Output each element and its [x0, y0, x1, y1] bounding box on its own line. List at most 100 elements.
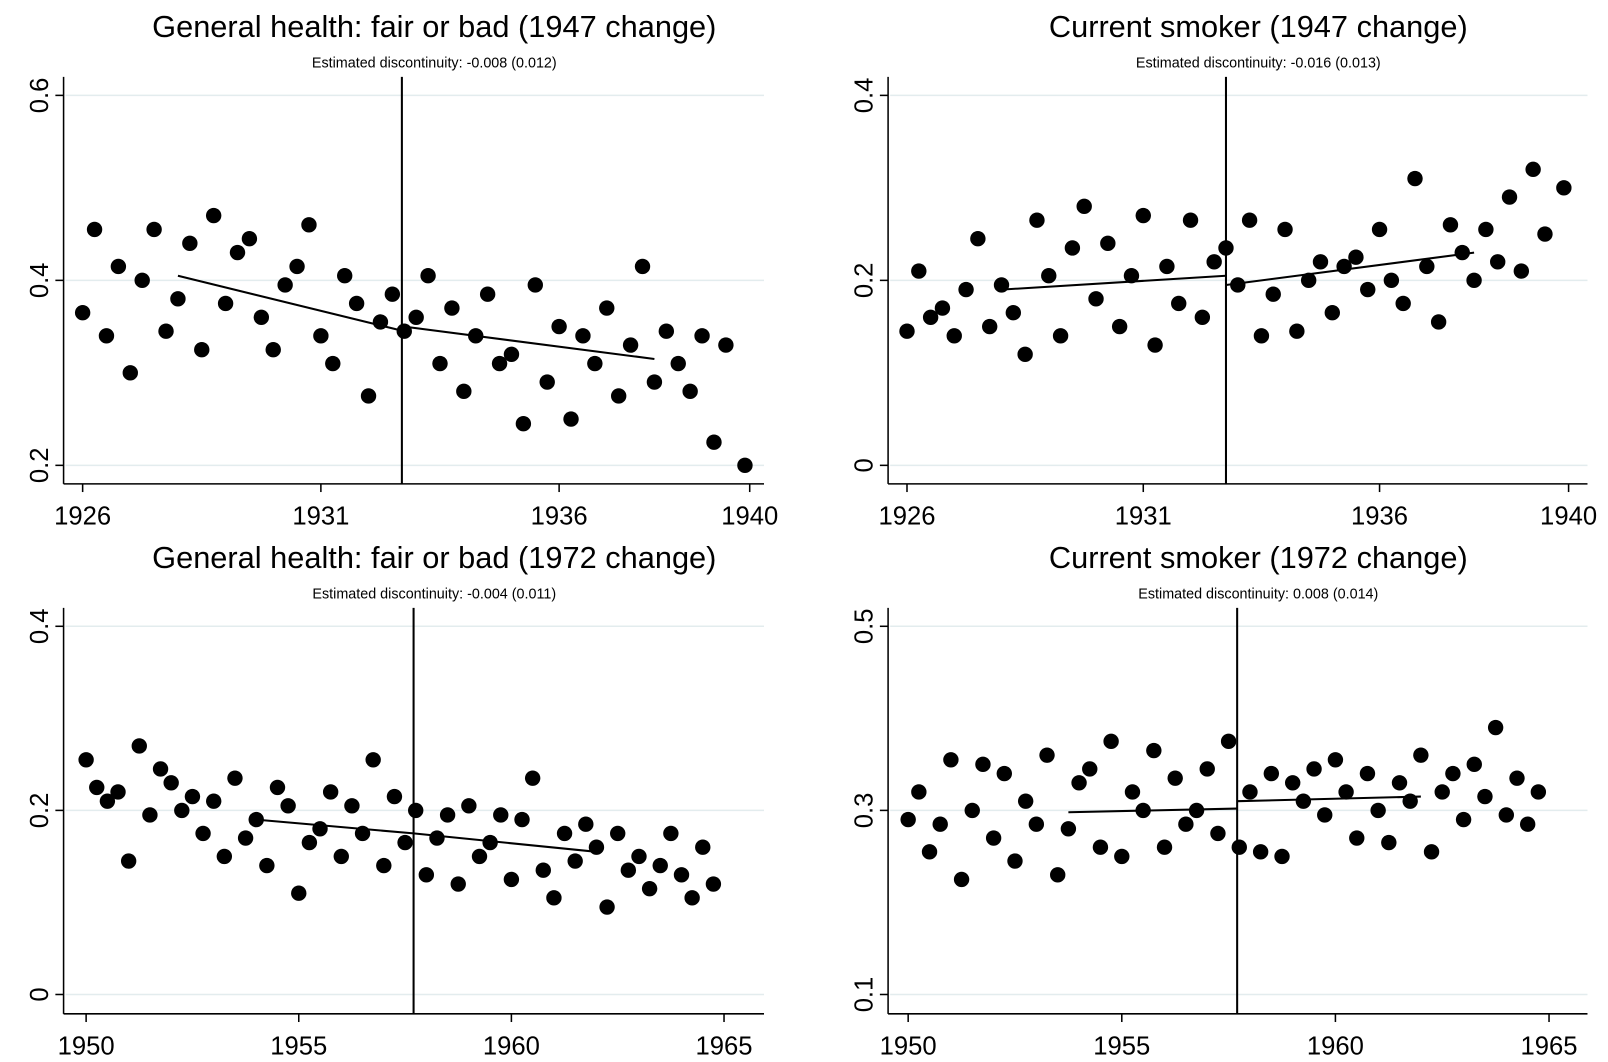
scatter-point — [1230, 277, 1246, 293]
scatter-point — [216, 848, 233, 865]
scatter-point — [1525, 161, 1541, 178]
scatter-point — [1182, 212, 1199, 228]
scatter-point — [1289, 323, 1305, 339]
y-tick-label: 0 — [850, 458, 878, 472]
scatter-point — [265, 342, 281, 358]
scatter-point — [205, 207, 222, 224]
scatter-point — [588, 839, 605, 855]
scatter-point — [575, 328, 591, 344]
scatter-point — [1466, 272, 1482, 289]
fit-line — [1001, 274, 1227, 291]
scatter-point — [1039, 747, 1055, 763]
scatter-point — [1111, 318, 1128, 335]
scatter-point — [610, 388, 627, 404]
scatter-point — [631, 848, 647, 865]
scatter-point — [503, 346, 520, 363]
scatter-point — [718, 337, 734, 353]
scatter-point — [535, 862, 551, 878]
scatter-point — [1064, 240, 1081, 256]
scatter-point — [1478, 221, 1494, 238]
scatter-point — [1513, 263, 1530, 279]
panel-title: General health: fair or bad (1972 change… — [152, 540, 716, 575]
scatter-point — [1017, 346, 1033, 363]
scatter-point — [1206, 254, 1222, 270]
scatter-point — [932, 816, 948, 832]
x-tick-label: 1936 — [1351, 502, 1408, 530]
scatter-point — [301, 217, 317, 233]
x-tick-label: 1940 — [721, 502, 778, 530]
scatter-point — [1454, 244, 1470, 261]
scatter-point — [911, 784, 927, 800]
scatter-point — [964, 802, 980, 819]
scatter-point — [122, 365, 138, 381]
scatter-point — [439, 807, 456, 823]
scatter-point — [953, 871, 970, 888]
scatter-point — [975, 756, 991, 773]
scatter-point — [420, 268, 436, 284]
scatter-point — [1556, 180, 1572, 196]
scatter-point — [663, 825, 679, 842]
scatter-point — [527, 277, 543, 293]
scatter-point — [1370, 802, 1386, 819]
x-tick-label: 1926 — [54, 502, 111, 530]
scatter-point — [970, 231, 986, 247]
scatter-point — [1477, 788, 1493, 805]
scatter-point — [658, 323, 675, 339]
scatter-point — [694, 328, 710, 344]
scatter-point — [1338, 784, 1354, 800]
scatter-point — [1530, 784, 1547, 800]
scatter-point — [1501, 189, 1518, 205]
scatter-point — [1312, 254, 1329, 270]
scatter-point — [206, 793, 222, 809]
y-tick-label: 0.5 — [850, 608, 878, 644]
scatter-point — [1220, 733, 1237, 750]
y-tick-label: 0.2 — [850, 263, 878, 299]
scatter-point — [1156, 839, 1173, 855]
fit-line — [256, 818, 414, 835]
scatter-point — [1371, 221, 1388, 238]
y-tick-label: 0.1 — [850, 977, 878, 1013]
scatter-point — [620, 862, 637, 878]
scatter-point — [1277, 221, 1293, 238]
scatter-point — [277, 277, 293, 293]
scatter-point — [1100, 235, 1116, 252]
scatter-point — [158, 323, 174, 339]
fit-line — [1237, 795, 1421, 803]
scatter-point — [1252, 844, 1269, 860]
panel-annotation: Estimated discontinuity: -0.004 (0.011) — [312, 586, 556, 602]
y-tick-label: 0.4 — [26, 608, 54, 644]
scatter-point — [170, 291, 186, 307]
scatter-point — [899, 323, 915, 339]
scatter-point — [325, 355, 341, 372]
scatter-point — [1395, 295, 1411, 312]
scatter-point — [471, 848, 488, 865]
scatter-point — [996, 765, 1012, 782]
scatter-point — [1430, 314, 1447, 330]
scatter-point — [546, 890, 562, 906]
fit-line — [177, 274, 405, 333]
scatter-point — [134, 272, 150, 289]
scatter-point — [1076, 198, 1092, 215]
y-tick-label: 0 — [26, 987, 54, 1001]
scatter-point — [1442, 217, 1459, 233]
scatter-point — [1445, 765, 1461, 782]
fit-line — [1068, 807, 1238, 814]
scatter-point — [146, 221, 162, 238]
scatter-point — [74, 305, 91, 321]
scatter-point — [241, 231, 258, 247]
scatter-point — [1242, 784, 1258, 800]
scatter-point — [1071, 775, 1087, 791]
scatter-point — [1300, 272, 1317, 289]
scatter-point — [567, 853, 583, 869]
scatter-point — [503, 871, 520, 888]
scatter-point — [622, 337, 639, 353]
scatter-point — [563, 411, 579, 427]
scatter-point — [1124, 784, 1141, 800]
x-tick-label: 1931 — [292, 502, 349, 530]
x-tick-label: 1955 — [270, 1032, 327, 1060]
scatter-point — [599, 899, 615, 915]
scatter-point — [673, 867, 690, 883]
scatter-point — [900, 811, 916, 828]
